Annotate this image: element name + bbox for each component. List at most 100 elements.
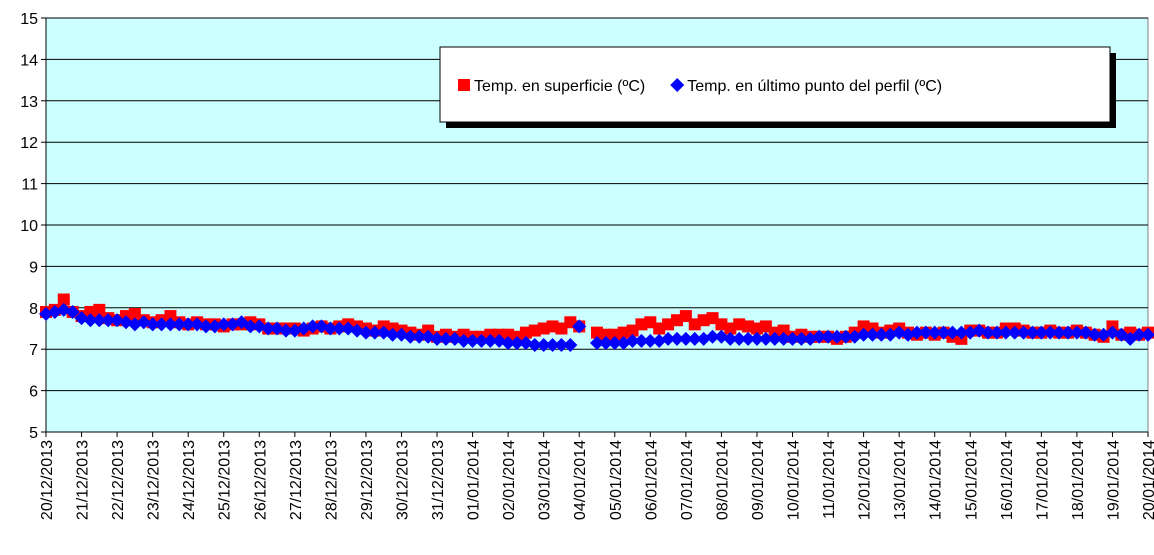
x-tick-label: 29/12/2013 xyxy=(359,440,376,520)
y-tick-label: 9 xyxy=(29,259,38,276)
point xyxy=(456,333,471,348)
point xyxy=(305,319,320,334)
point xyxy=(590,335,604,350)
point xyxy=(403,329,418,344)
point xyxy=(1141,327,1154,342)
point xyxy=(430,331,445,346)
point xyxy=(545,338,560,353)
x-tick-label: 23/12/2013 xyxy=(146,440,163,520)
point xyxy=(732,331,747,346)
point xyxy=(57,293,70,306)
x-tick-label: 05/01/2014 xyxy=(608,440,625,520)
point xyxy=(510,335,525,350)
point xyxy=(278,323,293,338)
point xyxy=(927,325,942,340)
point xyxy=(243,319,258,334)
point xyxy=(483,333,498,348)
x-tick-label: 07/01/2014 xyxy=(679,440,696,520)
point xyxy=(1052,325,1067,340)
point xyxy=(145,317,160,332)
point xyxy=(358,325,373,340)
point xyxy=(723,331,738,346)
x-tick-label: 03/01/2014 xyxy=(537,440,554,520)
point xyxy=(669,331,684,346)
point xyxy=(687,331,702,346)
point xyxy=(794,331,809,346)
point xyxy=(821,329,836,344)
point xyxy=(705,329,720,344)
point xyxy=(741,331,756,346)
point xyxy=(607,335,622,350)
point xyxy=(1069,325,1084,340)
point xyxy=(181,317,196,332)
x-tick-label: 25/12/2013 xyxy=(217,440,234,520)
point xyxy=(829,329,844,344)
point xyxy=(661,331,676,346)
point xyxy=(767,331,782,346)
point xyxy=(981,325,996,340)
point xyxy=(438,331,453,346)
x-tick-label: 21/12/2013 xyxy=(75,440,92,520)
x-tick-label: 11/01/2014 xyxy=(821,440,838,519)
x-tick-label: 19/01/2014 xyxy=(1105,440,1122,520)
point xyxy=(465,333,480,348)
x-tick-label: 30/12/2013 xyxy=(394,440,411,520)
legend-marker xyxy=(670,78,685,92)
point xyxy=(1043,325,1058,340)
x-tick-label: 14/01/2014 xyxy=(928,440,945,520)
x-tick-label: 15/01/2014 xyxy=(963,440,980,520)
point xyxy=(323,321,338,336)
point xyxy=(163,317,178,332)
point xyxy=(838,329,853,344)
point xyxy=(92,313,107,328)
point xyxy=(598,335,613,350)
point xyxy=(634,333,649,348)
y-tick-label: 6 xyxy=(29,384,38,401)
x-tick-label: 20/12/2013 xyxy=(39,440,56,520)
x-tick-label: 09/01/2014 xyxy=(750,440,767,520)
y-tick-label: 10 xyxy=(20,218,38,235)
point xyxy=(749,331,764,346)
point xyxy=(536,338,551,353)
x-tick-label: 06/01/2014 xyxy=(643,440,660,520)
point xyxy=(874,327,889,342)
x-tick-label: 31/12/2013 xyxy=(430,440,447,520)
y-tick-label: 13 xyxy=(20,94,38,111)
x-tick-label: 26/12/2013 xyxy=(252,440,269,520)
point xyxy=(198,319,213,334)
x-tick-label: 20/01/2014 xyxy=(1141,440,1154,520)
point xyxy=(812,329,827,344)
point xyxy=(945,325,960,340)
point xyxy=(936,325,951,340)
point xyxy=(83,313,98,328)
legend xyxy=(439,46,1111,123)
y-tick-label: 15 xyxy=(20,11,38,28)
y-tick-label: 12 xyxy=(20,135,38,152)
point xyxy=(1034,325,1049,340)
point xyxy=(101,313,116,328)
point xyxy=(989,325,1004,340)
point xyxy=(785,331,800,346)
point xyxy=(563,338,578,353)
y-tick-label: 5 xyxy=(29,425,38,442)
x-tick-label: 28/12/2013 xyxy=(323,440,340,520)
point xyxy=(1087,327,1102,342)
y-tick-label: 11 xyxy=(21,177,38,194)
point xyxy=(172,317,187,332)
point xyxy=(501,335,516,350)
x-tick-label: 02/01/2014 xyxy=(501,440,518,520)
x-tick-label: 04/01/2014 xyxy=(572,440,589,520)
point xyxy=(1132,327,1147,342)
y-tick-label: 7 xyxy=(29,342,38,359)
x-tick-label: 22/12/2013 xyxy=(110,440,127,520)
point xyxy=(909,325,924,340)
point xyxy=(998,325,1013,340)
point xyxy=(954,325,969,340)
point xyxy=(625,333,640,348)
point xyxy=(154,317,169,332)
point xyxy=(1061,325,1076,340)
point xyxy=(367,325,382,340)
legend-label: Temp. en último punto del perfil (ºC) xyxy=(687,78,942,95)
x-tick-label: 12/01/2014 xyxy=(857,440,874,520)
